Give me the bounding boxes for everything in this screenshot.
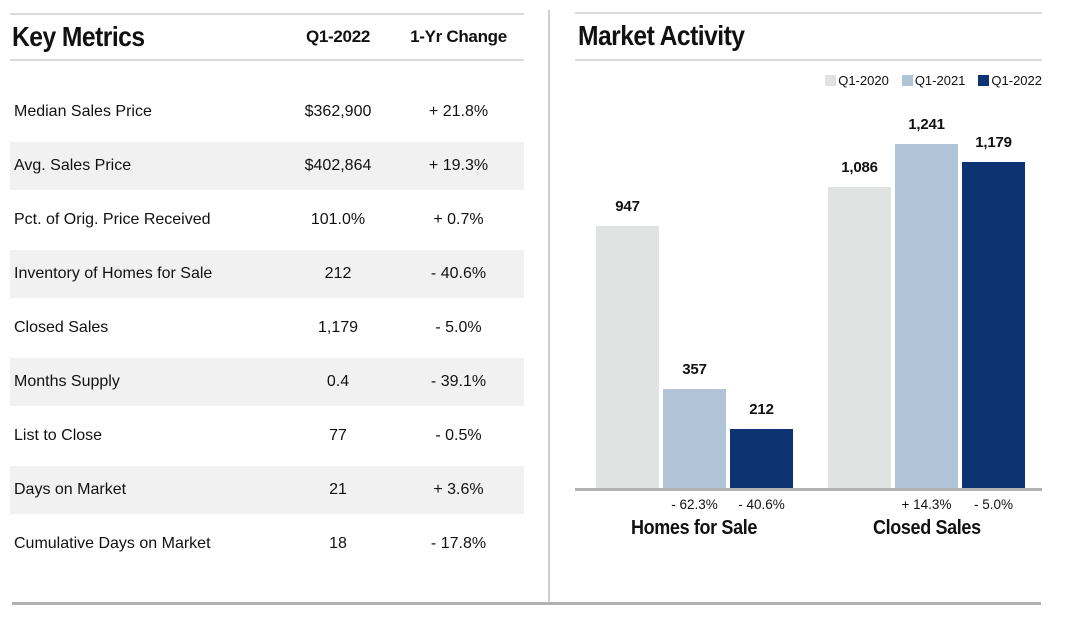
metric-value: 0.4 [326,373,350,390]
metric-change: - 0.5% [435,427,482,444]
table-row: Cumulative Days on Market 18 - 17.8% [10,517,524,571]
bar-value-label: 212 [749,401,774,418]
legend-label: Q1-2022 [991,73,1042,88]
vertical-divider [548,10,550,604]
market-activity-top-rule [575,12,1042,14]
table-row: Inventory of Homes for Sale 212 - 40.6% [10,247,524,301]
bar-q1-2020 [596,226,659,488]
metric-label: Months Supply [14,373,120,390]
change-label-row: - 62.3% - 40.6% [596,497,793,512]
bar-q1-2022 [962,162,1025,488]
metric-change: - 39.1% [430,373,487,390]
metric-label: Cumulative Days on Market [14,535,211,552]
bar-change-label: - 62.3% [671,497,718,512]
chart-group-footer: + 14.3% - 5.0% Closed Sales [828,497,1025,540]
metric-change: + 3.6% [433,481,484,498]
metric-value: 101.0% [310,211,366,228]
table-row: Pct. of Orig. Price Received 101.0% + 0.7% [10,193,524,247]
table-row: Months Supply 0.4 - 39.1% [10,355,524,409]
metric-change: - 40.6% [430,265,487,282]
chart-group-title: Closed Sales [828,517,1025,540]
bar-q1-2021 [663,389,726,488]
market-activity-header-rule [575,59,1042,61]
key-metrics-panel: Key Metrics Q1-2022 1-Yr Change Median S… [10,0,524,618]
key-metrics-title-text: Key Metrics [12,21,145,52]
metric-label: List to Close [14,427,103,444]
metric-value: 18 [329,535,347,552]
legend-swatch-icon [901,75,913,86]
market-activity-title: Market Activity [578,20,767,52]
table-row: Closed Sales 1,179 - 5.0% [10,301,524,355]
legend-item: Q1-2022 [978,73,1042,88]
metric-change: + 21.8% [428,103,489,120]
bar-q1-2020 [828,187,891,488]
bar-value-label: 947 [615,198,640,215]
metric-value: 212 [324,265,352,282]
chart-legend: Q1-2020 Q1-2021 Q1-2022 [825,73,1042,88]
bar-change-label: - 40.6% [738,497,785,512]
table-row: Avg. Sales Price $402,864 + 19.3% [10,139,524,193]
market-activity-title-text: Market Activity [578,20,745,51]
metric-value: 21 [329,481,347,498]
bar-column: 1,241 [895,116,958,488]
legend-label: Q1-2020 [838,73,889,88]
metric-change: - 17.8% [430,535,487,552]
key-metrics-title: Key Metrics [12,21,163,53]
metric-value: 77 [329,427,347,444]
legend-swatch-icon [825,75,837,86]
metric-label: Inventory of Homes for Sale [14,265,213,282]
metric-value: $362,900 [304,103,372,120]
bar-chart-plot: 947 357 212 1,086 1,241 1,179 [575,110,1042,491]
metric-value: $402,864 [304,157,372,174]
bar-value-label: 1,241 [908,116,945,133]
bar-change-label: - 5.0% [973,497,1014,512]
bar-column: 1,179 [962,134,1025,488]
bar-group: 947 357 212 [596,198,793,488]
bar-change-label [828,497,891,512]
table-row: Median Sales Price $362,900 + 21.8% [10,85,524,139]
metric-change: - 5.0% [435,319,482,336]
legend-item: Q1-2021 [901,73,966,88]
bar-column: 1,086 [828,159,891,488]
chart-group-title-text: Closed Sales [872,517,981,539]
legend-swatch-icon [978,75,990,86]
bar-column: 947 [596,198,659,488]
metric-label: Avg. Sales Price [14,157,132,174]
bar-column: 212 [730,401,793,488]
bar-value-label: 1,179 [975,134,1012,151]
bar-group: 1,086 1,241 1,179 [828,116,1025,488]
legend-label: Q1-2021 [914,73,966,88]
column-header-q1-2022: Q1-2022 [305,27,371,46]
metric-label: Closed Sales [14,319,109,336]
bar-q1-2022 [730,429,793,488]
market-activity-panel: Market Activity Q1-2020 Q1-2021 Q1-2022 94… [575,0,1042,618]
chart-group-footer: - 62.3% - 40.6% Homes for Sale [596,497,793,540]
key-metrics-table: Median Sales Price $362,900 + 21.8% Avg. Sa… [10,85,524,571]
metric-label: Pct. of Orig. Price Received [14,211,211,228]
chart-group-labels: - 62.3% - 40.6% Homes for Sale + 14.3% - 5.0… [596,497,1025,540]
bar-value-label: 1,086 [841,159,878,176]
metric-value: 1,179 [317,319,359,336]
bar-q1-2021 [895,144,958,488]
metric-change: + 0.7% [433,211,484,228]
bar-change-label: + 14.3% [901,497,952,512]
chart-group-title-text: Homes for Sale [631,517,758,539]
legend-item: Q1-2020 [825,73,889,88]
bar-change-label [596,497,659,512]
bar-chart-bars: 947 357 212 1,086 1,241 1,179 [596,116,1025,488]
chart-group-title: Homes for Sale [596,517,793,540]
bar-value-label: 357 [682,361,707,378]
column-header-1yr-change: 1-Yr Change [410,27,507,46]
key-metrics-top-rule [10,13,524,15]
table-row: List to Close 77 - 0.5% [10,409,524,463]
table-row: Days on Market 21 + 3.6% [10,463,524,517]
metric-change: + 19.3% [428,157,489,174]
change-label-row: + 14.3% - 5.0% [828,497,1025,512]
key-metrics-header-rule [10,59,524,61]
bar-column: 357 [663,361,726,488]
bottom-rule [12,602,1041,605]
metric-label: Median Sales Price [14,103,152,120]
metric-label: Days on Market [14,481,127,498]
